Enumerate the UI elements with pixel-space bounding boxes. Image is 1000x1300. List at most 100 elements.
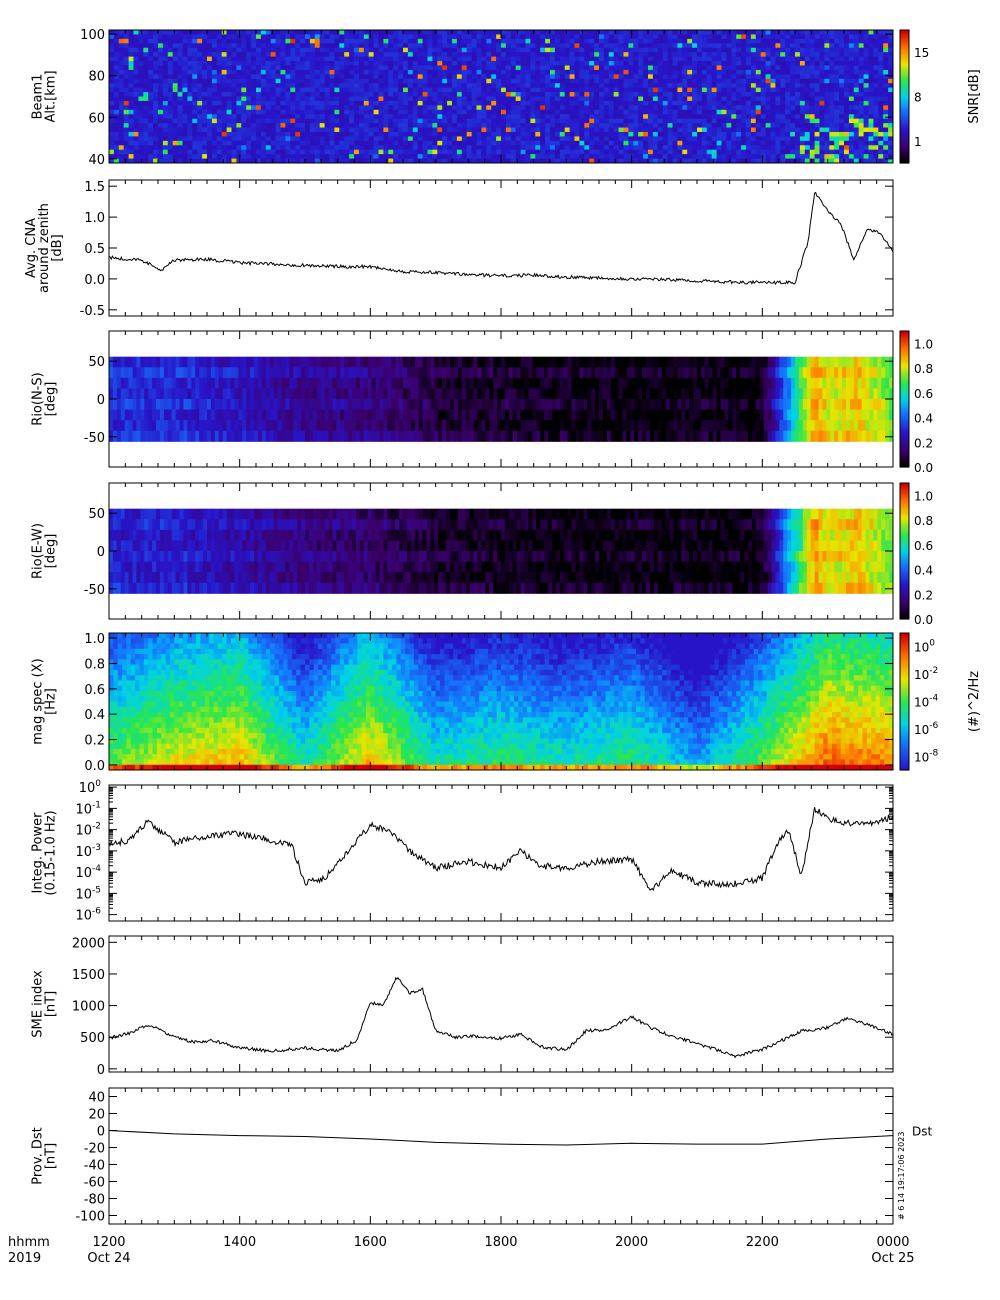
heatmap-cell (177, 38, 183, 44)
heatmap-cell (672, 65, 678, 71)
heatmap-cell (349, 96, 355, 102)
heatmap-cell (329, 92, 335, 97)
heatmap-cell (741, 83, 747, 89)
heatmap-cell (657, 65, 664, 71)
heatmap-cell (133, 127, 139, 133)
beam-snr-colorbar-cell (900, 140, 909, 144)
heatmap-cell (329, 52, 335, 58)
heatmap-cell (716, 56, 722, 62)
heatmap-cell (564, 87, 571, 93)
heatmap-cell (525, 154, 531, 160)
heatmap-cell (505, 87, 512, 93)
heatmap-cell (858, 47, 865, 53)
heatmap-cell (456, 43, 463, 49)
heatmap-cell (716, 78, 722, 84)
heatmap-cell (564, 83, 571, 89)
heatmap-cell (211, 149, 218, 155)
heatmap-cell (589, 149, 595, 155)
heatmap-cell (873, 43, 879, 49)
heatmap-cell (721, 123, 727, 129)
heatmap-cell (461, 61, 468, 66)
heatmap-cell (123, 74, 130, 80)
heatmap-cell (716, 114, 722, 120)
heatmap-cell (471, 69, 477, 75)
heatmap-cell (158, 56, 164, 62)
heatmap-cell (158, 136, 164, 142)
heatmap-cell (574, 74, 580, 80)
heatmap-cell (373, 109, 379, 115)
heatmap-cell (701, 145, 708, 151)
heatmap-cell (824, 56, 830, 62)
heatmap-cell (829, 43, 835, 49)
heatmap-cell (491, 30, 497, 35)
heatmap-cell (207, 61, 213, 66)
heatmap-cell (138, 43, 144, 49)
heatmap-cell (290, 140, 296, 146)
heatmap-cell (579, 127, 585, 133)
heatmap-cell (554, 154, 561, 160)
heatmap-cell (388, 140, 394, 146)
heatmap-cell (667, 83, 673, 89)
heatmap-cell (481, 118, 487, 124)
heatmap-cell (746, 78, 752, 84)
heatmap-cell (834, 140, 840, 146)
heatmap-cell (319, 83, 326, 89)
heatmap-cell (505, 56, 512, 62)
heatmap-cell (839, 96, 845, 102)
heatmap-cell (324, 154, 330, 160)
heatmap-cell (809, 87, 816, 93)
heatmap-cell (324, 52, 330, 58)
heatmap-cell (770, 74, 776, 80)
heatmap-cell (574, 131, 580, 137)
heatmap-cell (687, 52, 693, 58)
heatmap-cell (368, 100, 375, 106)
heatmap-cell (260, 92, 267, 97)
heatmap-cell (775, 158, 781, 164)
heatmap-cell (603, 140, 610, 146)
heatmap-cell (133, 136, 139, 142)
heatmap-cell (417, 38, 424, 44)
heatmap-cell (476, 131, 482, 137)
heatmap-cell (858, 30, 865, 35)
heatmap-cell (407, 74, 414, 80)
heatmap-cell (202, 83, 208, 89)
heatmap-cell (633, 131, 639, 137)
heatmap-cell (211, 105, 218, 111)
heatmap-cell (569, 74, 575, 80)
heatmap-cell (667, 100, 673, 106)
heatmap-cell (403, 127, 409, 133)
heatmap-cell (863, 92, 869, 97)
heatmap-cell (354, 149, 360, 155)
heatmap-cell (314, 145, 321, 151)
heatmap-cell (667, 145, 673, 151)
heatmap-cell (216, 61, 223, 66)
heatmap-cell (388, 87, 394, 93)
heatmap-cell (638, 109, 644, 115)
heatmap-cell (314, 87, 321, 93)
heatmap-cell (765, 123, 771, 129)
heatmap-cell (496, 92, 502, 97)
heatmap-cell (339, 83, 345, 89)
heatmap-cell (525, 61, 531, 66)
heatmap-cell (226, 43, 232, 49)
heatmap-cell (594, 92, 600, 97)
heatmap-cell (554, 69, 561, 75)
heatmap-cell (755, 136, 762, 142)
heatmap-cell (187, 38, 193, 44)
heatmap-cell (510, 100, 517, 106)
heatmap-cell (765, 127, 771, 133)
heatmap-cell (486, 118, 492, 124)
heatmap-cell (133, 114, 139, 120)
heatmap-cell (608, 92, 615, 97)
heatmap-cell (329, 127, 335, 133)
heatmap-cell (829, 136, 835, 142)
heatmap-cell (260, 118, 267, 124)
heatmap-cell (888, 69, 894, 75)
heatmap-cell (559, 83, 566, 89)
heatmap-cell (246, 96, 252, 102)
heatmap-cell (858, 56, 865, 62)
heatmap-cell (305, 30, 311, 35)
heatmap-cell (755, 140, 762, 146)
heatmap-cell (701, 149, 708, 155)
heatmap-cell (207, 100, 213, 106)
